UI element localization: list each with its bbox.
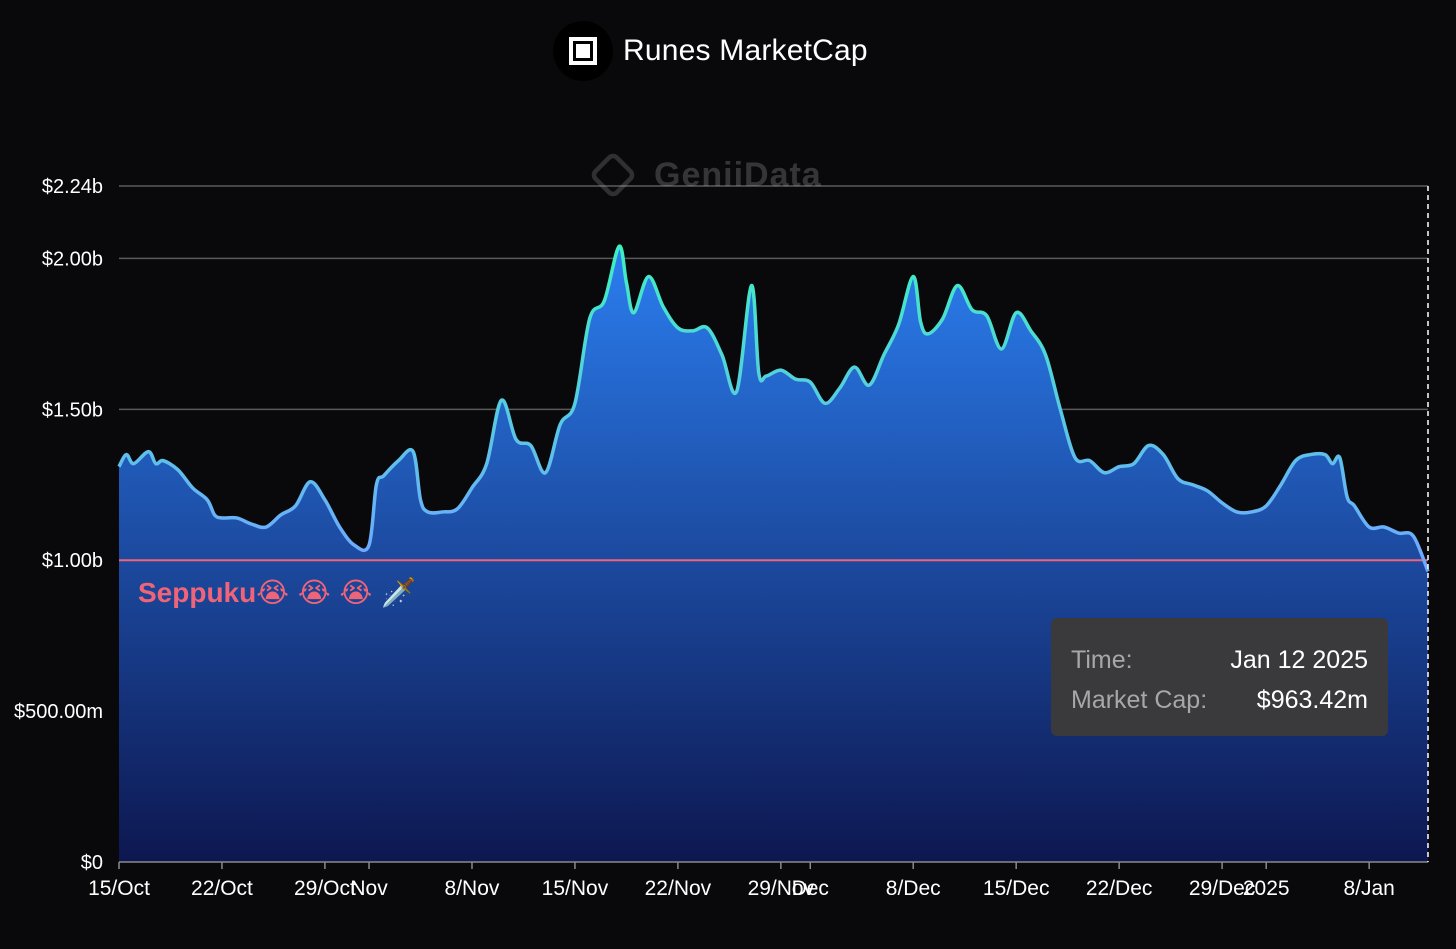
tooltip-cap-label: Market Cap: [1071,686,1208,714]
x-tick-label: 22/Dec [1086,877,1153,900]
y-tick-label: $0 [81,852,103,874]
tooltip-cap-row: Market Cap: $963.42m [1071,680,1368,720]
x-tick-label: 8/Jan [1343,877,1394,900]
chart-title-text: Runes MarketCap [623,34,868,67]
tooltip-cap-value: $963.42m [1256,686,1368,714]
x-tick-label: Nov [350,877,388,900]
annotation-text: Seppuku [138,577,257,608]
axis-layer [119,186,1429,863]
x-tick-label: 22/Nov [645,877,712,900]
tooltip-time-label: Time: [1071,646,1133,674]
market-cap-area [119,246,1428,862]
seppuku-annotation: Seppuku😭 😭 😭 🗡️ [138,576,416,609]
watermark-text: GeniiData [654,155,822,194]
x-tick-label: 29/Oct [294,877,356,900]
geniidata-logo-icon [588,150,638,200]
x-tick-label: 8/Dec [886,877,941,900]
geniidata-watermark: GeniiData [588,150,822,200]
chart-title: Runes MarketCap [553,20,868,82]
y-tick-label: $2.24b [42,176,103,198]
x-tick-label: 8/Nov [445,877,500,900]
tooltip-time-row: Time: Jan 12 2025 [1071,640,1368,680]
y-tick-label: $2.00b [42,248,103,270]
x-tick-label: 15/Oct [88,877,150,900]
x-tick-label: Dec [792,877,829,900]
y-tick-label: $1.00b [42,550,103,572]
chart-tooltip: Time: Jan 12 2025 Market Cap: $963.42m [1051,618,1388,736]
x-tick-label: 22/Oct [191,877,253,900]
tooltip-time-value: Jan 12 2025 [1230,646,1368,674]
x-tick-label: 15/Dec [983,877,1050,900]
y-tick-label: $500.00m [14,701,103,723]
x-tick-label: 29/Dec [1189,877,1256,900]
y-axis-labels: $0 $500.00m $1.00b $1.50b $2.00b $2.24b [14,176,103,874]
crying-dagger-emoji: 😭 😭 😭 🗡️ [256,576,416,609]
square-logo-icon [553,21,613,81]
x-tick-label: 29/Nov [748,877,815,900]
x-tick-label: 15/Nov [542,877,609,900]
x-tick-label: 2025 [1243,877,1290,900]
y-tick-label: $1.50b [42,399,103,421]
market-cap-line [117,244,1430,573]
